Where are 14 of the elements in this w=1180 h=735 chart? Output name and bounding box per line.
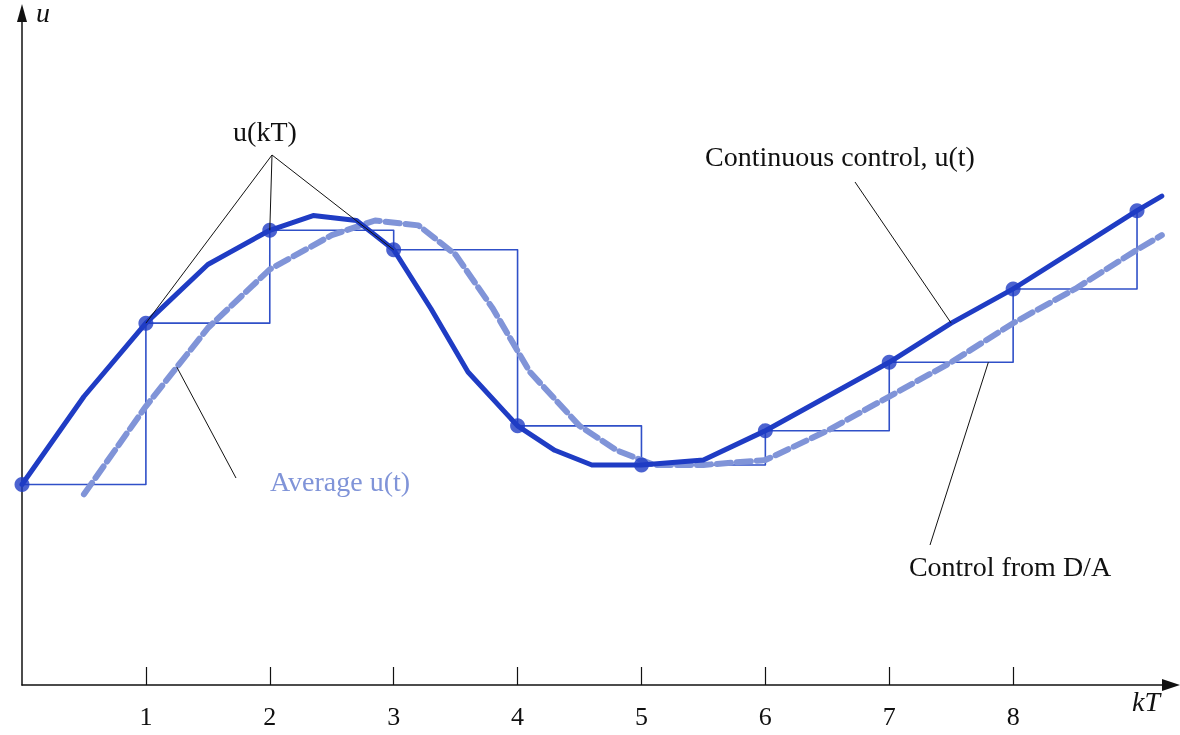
x-tick-label: 2 (263, 701, 277, 731)
text: u (36, 0, 50, 29)
x-tick-label: 8 (1006, 701, 1020, 731)
x-tick-label: 6 (758, 701, 772, 731)
text: u(kT) (233, 116, 297, 148)
x-tick-label: 4 (511, 701, 525, 731)
text: Average u(t) (269, 466, 411, 498)
x-tick-label: 7 (882, 701, 896, 731)
text: Control from D/A (908, 551, 1112, 583)
x-tick-label: 3 (387, 701, 401, 731)
x-axis-title: kT (1132, 686, 1163, 718)
x-tick-label: 5 (634, 701, 648, 731)
x-tick-label: 1 (139, 701, 153, 731)
text: Continuous control, u(t) (705, 141, 975, 173)
